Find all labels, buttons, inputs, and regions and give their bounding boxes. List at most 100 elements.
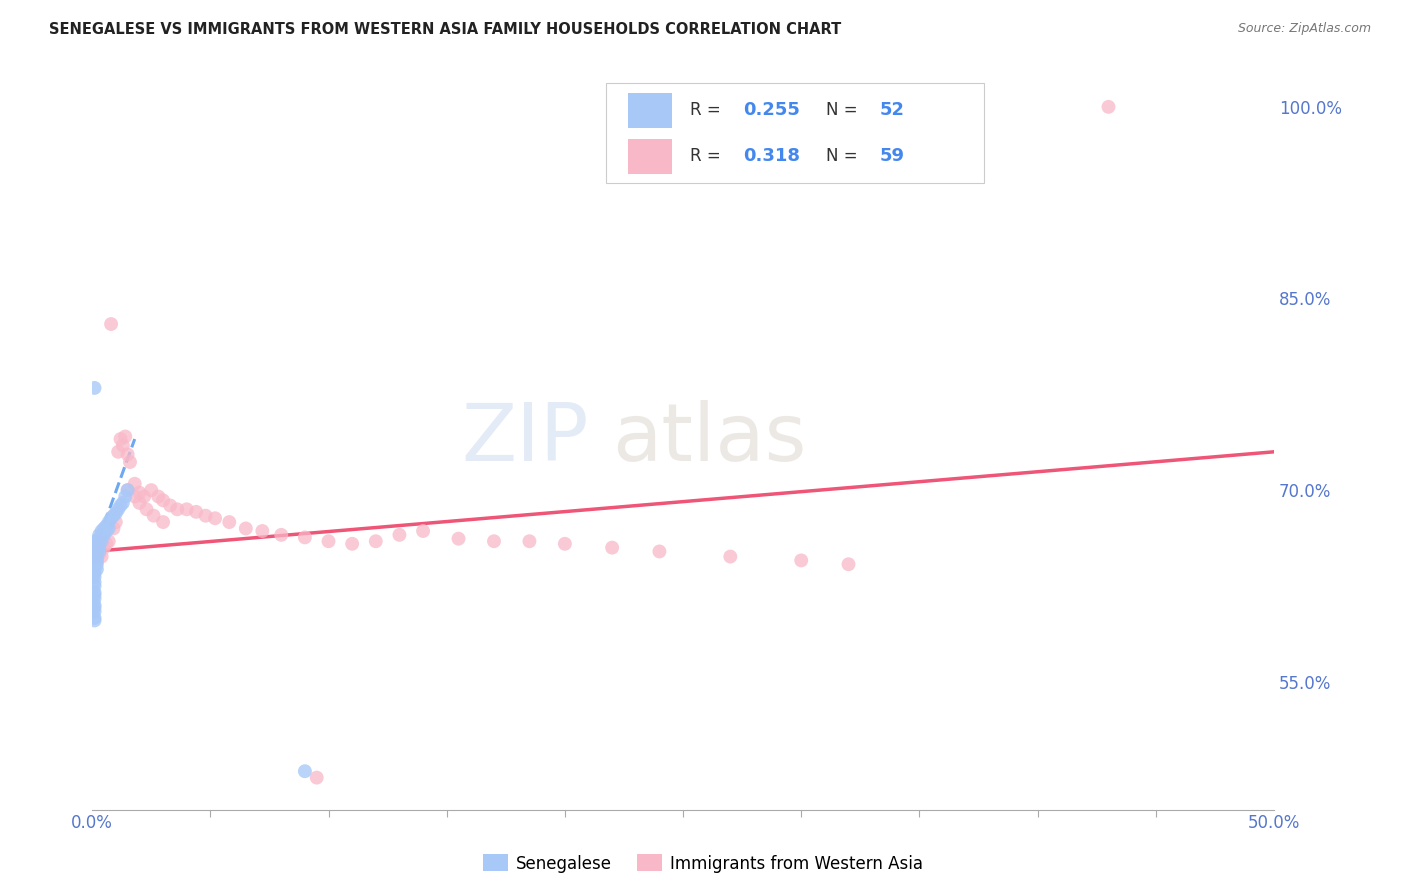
Point xyxy=(110,499,132,513)
Point xyxy=(83,570,105,584)
Point xyxy=(124,490,146,504)
Text: R =: R = xyxy=(690,102,725,120)
Point xyxy=(114,429,136,443)
Point xyxy=(186,505,208,519)
Point xyxy=(83,585,105,599)
Point xyxy=(83,381,105,395)
Point xyxy=(152,515,174,529)
FancyBboxPatch shape xyxy=(606,83,984,184)
Point xyxy=(89,532,111,546)
Point xyxy=(118,455,141,469)
Point xyxy=(100,511,122,525)
Point xyxy=(104,506,127,520)
Point xyxy=(294,530,316,544)
Point xyxy=(135,502,157,516)
Point xyxy=(519,534,541,549)
Point xyxy=(648,544,671,558)
Text: SENEGALESE VS IMMIGRANTS FROM WESTERN ASIA FAMILY HOUSEHOLDS CORRELATION CHART: SENEGALESE VS IMMIGRANTS FROM WESTERN AS… xyxy=(49,22,841,37)
Point xyxy=(117,483,139,497)
Point xyxy=(482,534,505,549)
Point xyxy=(270,528,292,542)
Point xyxy=(142,508,165,523)
Point xyxy=(89,528,111,542)
Point xyxy=(83,541,105,555)
Point xyxy=(90,549,112,564)
Point xyxy=(89,547,111,561)
Point xyxy=(718,549,741,564)
Point xyxy=(90,524,112,538)
Point xyxy=(107,445,129,459)
Point xyxy=(83,537,105,551)
Point xyxy=(86,553,108,567)
Point xyxy=(83,541,105,555)
Text: 59: 59 xyxy=(879,147,904,165)
Point xyxy=(83,611,105,625)
Point xyxy=(86,553,108,567)
Point xyxy=(104,515,127,529)
Bar xyxy=(627,138,672,174)
Point xyxy=(600,541,623,555)
Point xyxy=(93,528,115,542)
Point xyxy=(83,549,105,564)
Point xyxy=(96,537,118,551)
Point xyxy=(100,317,122,331)
Point xyxy=(159,499,181,513)
Point xyxy=(111,438,134,452)
Point xyxy=(83,598,105,612)
Point xyxy=(97,521,120,535)
Point xyxy=(107,502,129,516)
Point xyxy=(90,532,112,546)
Point xyxy=(83,556,105,570)
Point xyxy=(83,534,105,549)
Point xyxy=(117,447,139,461)
Point xyxy=(1097,100,1119,114)
Text: N =: N = xyxy=(827,147,863,165)
Point xyxy=(89,544,111,558)
Point xyxy=(218,515,240,529)
Point xyxy=(447,532,470,546)
Point xyxy=(124,476,146,491)
Point xyxy=(166,502,188,516)
Point xyxy=(554,537,576,551)
Point xyxy=(412,524,434,538)
Text: 0.318: 0.318 xyxy=(744,147,800,165)
Point xyxy=(152,493,174,508)
Point xyxy=(93,541,115,555)
Point xyxy=(340,537,363,551)
Point xyxy=(83,614,105,628)
Point xyxy=(90,534,112,549)
Point xyxy=(97,515,120,529)
Point xyxy=(86,562,108,576)
Point xyxy=(86,549,108,564)
Point xyxy=(83,549,105,564)
Text: Source: ZipAtlas.com: Source: ZipAtlas.com xyxy=(1237,22,1371,36)
Point xyxy=(388,528,411,542)
Point xyxy=(294,764,316,779)
Point xyxy=(83,553,105,567)
Point xyxy=(83,600,105,615)
Point xyxy=(134,490,156,504)
Point xyxy=(86,534,108,549)
Point xyxy=(103,521,125,535)
Point xyxy=(83,575,105,590)
Point xyxy=(364,534,387,549)
Point xyxy=(83,566,105,581)
Point xyxy=(305,771,328,785)
Point xyxy=(117,483,139,497)
Point xyxy=(110,432,132,446)
Point xyxy=(111,496,134,510)
Text: 52: 52 xyxy=(879,102,904,120)
Point xyxy=(83,605,105,619)
Point xyxy=(103,508,125,523)
Point xyxy=(89,537,111,551)
Point xyxy=(86,558,108,572)
Point xyxy=(252,524,274,538)
Point xyxy=(96,524,118,538)
Point xyxy=(837,558,859,572)
Point xyxy=(86,537,108,551)
Point xyxy=(83,579,105,593)
Point xyxy=(86,541,108,555)
Point xyxy=(93,521,115,535)
Text: atlas: atlas xyxy=(612,400,807,478)
Legend: Senegalese, Immigrants from Western Asia: Senegalese, Immigrants from Western Asia xyxy=(477,847,929,880)
